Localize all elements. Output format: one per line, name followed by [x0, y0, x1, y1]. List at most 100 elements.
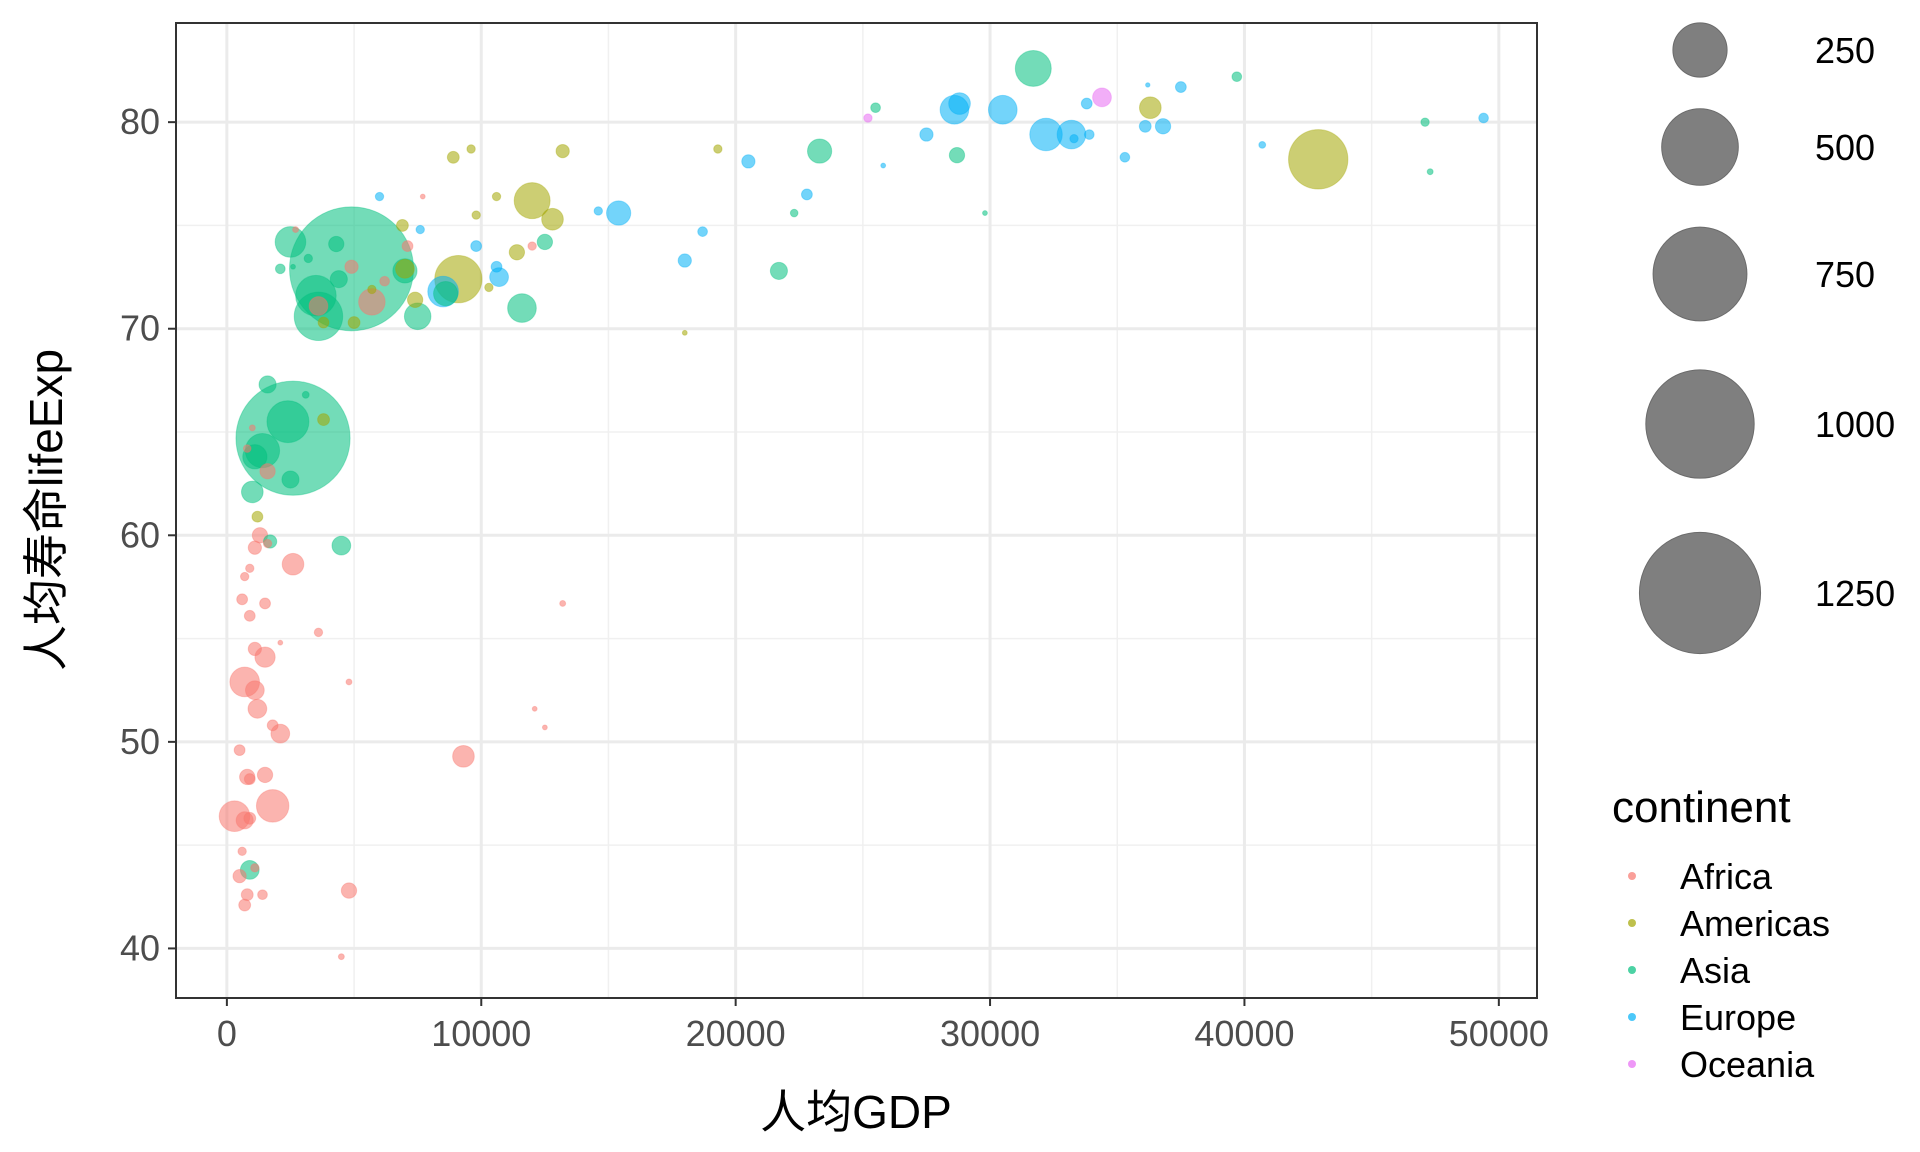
data-point-asia — [274, 226, 307, 258]
data-points — [218, 49, 1489, 961]
data-point-asia — [328, 235, 345, 253]
data-point-africa — [245, 563, 255, 574]
data-point-europe — [1080, 97, 1093, 110]
data-point-europe — [800, 188, 813, 201]
size-legend-label: 750 — [1815, 254, 1875, 295]
data-point-africa — [232, 868, 247, 884]
size-legend-label: 500 — [1815, 127, 1875, 168]
data-point-africa — [250, 863, 260, 873]
data-point-africa — [233, 744, 246, 757]
data-point-asia — [266, 400, 310, 444]
data-point-africa — [337, 953, 345, 961]
data-point-americas — [367, 284, 377, 295]
data-point-americas — [541, 207, 564, 231]
data-point-asia — [1014, 49, 1052, 87]
data-point-europe — [1119, 151, 1131, 163]
data-point-europe — [1083, 129, 1095, 140]
data-point-africa — [344, 259, 359, 274]
data-point-asia — [274, 263, 286, 275]
data-point-europe — [880, 162, 887, 169]
x-tick-label: 50000 — [1449, 1013, 1549, 1054]
color-legend-key-americas — [1628, 919, 1636, 927]
data-point-americas — [555, 143, 570, 159]
data-point-asia — [789, 208, 799, 218]
data-point-americas — [681, 329, 688, 336]
data-point-africa — [236, 593, 249, 606]
data-point-europe — [1145, 82, 1151, 88]
data-point-africa — [259, 463, 276, 480]
data-point-asia — [301, 390, 310, 399]
data-point-oceania — [1092, 87, 1112, 108]
x-tick-label: 20000 — [686, 1013, 786, 1054]
data-point-asia — [1231, 71, 1243, 83]
x-tick-label: 10000 — [431, 1013, 531, 1054]
color-legend: continent Africa Americas Asia Europe Oceani… — [1612, 783, 1830, 1085]
data-point-africa — [419, 193, 426, 200]
data-point-asia — [948, 147, 966, 164]
data-point-europe — [1056, 119, 1087, 150]
data-point-africa — [531, 705, 538, 712]
data-point-americas — [491, 191, 502, 202]
data-point-europe — [593, 206, 603, 216]
data-point-americas — [317, 413, 330, 427]
data-point-asia — [536, 233, 554, 251]
data-point-africa — [313, 627, 324, 638]
data-point-africa — [243, 811, 257, 825]
x-tick-label: 40000 — [1194, 1013, 1294, 1054]
data-point-africa — [259, 597, 271, 610]
data-point-africa — [237, 846, 247, 857]
data-point-asia — [1420, 117, 1430, 127]
data-point-europe — [490, 260, 503, 273]
size-legend: 250 500 750 1000 1250 — [1638, 22, 1895, 655]
size-legend-key — [1652, 226, 1748, 322]
color-legend-label: Europe — [1680, 997, 1796, 1038]
y-tick-label: 50 — [120, 721, 160, 762]
data-point-americas — [395, 219, 409, 232]
data-point-africa — [251, 527, 269, 544]
data-point-europe — [1478, 112, 1489, 124]
data-point-africa — [340, 882, 358, 899]
x-axis-title: 人均GDP — [760, 1086, 952, 1138]
data-point-asia — [507, 293, 537, 323]
data-point-africa — [255, 789, 290, 823]
data-point-europe — [987, 94, 1018, 125]
data-point-asia — [240, 480, 264, 504]
y-axis-title: 人均寿命lifeExp — [20, 349, 72, 671]
data-point-asia — [331, 535, 352, 556]
data-point-africa — [243, 609, 256, 622]
data-point-americas — [713, 144, 723, 154]
y-tick-label: 40 — [120, 927, 160, 968]
color-legend-title: continent — [1612, 783, 1791, 832]
color-legend-key-europe — [1628, 1013, 1636, 1021]
color-legend-key-africa — [1628, 872, 1636, 880]
panel-border — [175, 22, 1538, 999]
data-point-asia — [329, 270, 348, 289]
data-point-africa — [559, 599, 567, 607]
data-point-africa — [247, 540, 262, 555]
data-point-europe — [948, 92, 971, 115]
data-point-europe — [415, 224, 425, 235]
size-legend-key — [1638, 531, 1762, 655]
size-legend-key — [1645, 369, 1755, 479]
data-point-asia — [303, 253, 313, 264]
data-point-americas — [446, 150, 460, 164]
y-axis: 40 50 60 70 80 — [120, 101, 176, 968]
data-point-asia — [807, 138, 833, 164]
data-point-africa — [527, 241, 537, 251]
data-point-africa — [452, 744, 475, 768]
data-point-oceania — [863, 113, 873, 123]
data-point-europe — [1154, 118, 1172, 135]
data-point-asia — [870, 102, 881, 114]
data-point-europe — [1069, 133, 1079, 144]
data-point-europe — [1174, 81, 1187, 93]
data-point-africa — [244, 680, 265, 701]
data-point-asia — [982, 210, 988, 216]
data-point-asia — [281, 470, 300, 489]
color-legend-label: Africa — [1680, 856, 1773, 897]
x-tick-label: 0 — [217, 1013, 237, 1054]
x-axis: 0 10000 20000 30000 40000 50000 — [217, 998, 1549, 1054]
data-point-americas — [395, 258, 415, 279]
data-point-asia — [433, 280, 459, 307]
